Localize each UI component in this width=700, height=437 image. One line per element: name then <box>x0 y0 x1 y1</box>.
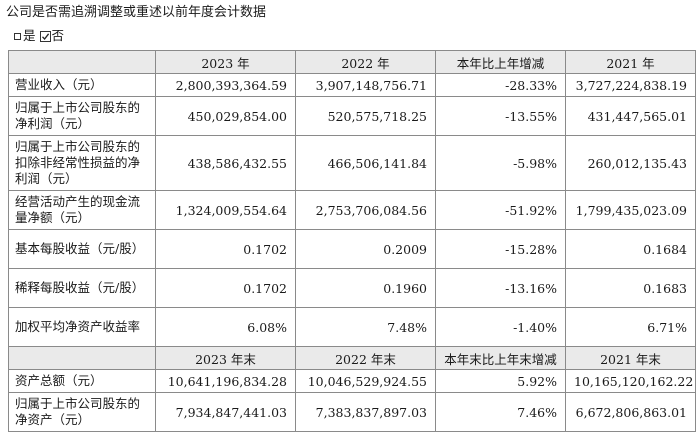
table-row: 归属于上市公司股东的净资产（元） 7,934,847,441.03 7,383,… <box>8 392 696 432</box>
table1-header-row: 2023 年 2022 年 本年比上年增减 2021 年 <box>8 50 696 74</box>
cell-value: 260,012,135.43 <box>565 135 696 191</box>
cell-value: 438,586,432.55 <box>155 135 296 191</box>
cell-value: 10,165,120,162.22 <box>565 369 696 393</box>
restatement-question: 公司是否需追溯调整或重述以前年度会计数据 <box>6 5 267 20</box>
cell-value: -28.33% <box>435 73 566 97</box>
cell-value: 0.1684 <box>565 229 696 269</box>
cell-value: 10,641,196,834.28 <box>155 369 296 393</box>
restatement-options: 是 否 <box>14 28 68 44</box>
cell-value: 466,506,141.84 <box>295 135 436 191</box>
row-label-net-profit: 归属于上市公司股东的净利润（元） <box>8 96 156 136</box>
table1-header-blank <box>8 50 156 74</box>
cell-value: 7.46% <box>435 392 566 432</box>
table1-header-2023: 2023 年 <box>155 50 296 74</box>
table-row: 经营活动产生的现金流量净额（元） 1,324,009,554.64 2,753,… <box>8 190 696 230</box>
table-row: 资产总额（元） 10,641,196,834.28 10,046,529,924… <box>8 369 696 393</box>
cell-value: 0.1702 <box>155 268 296 308</box>
table-row: 归属于上市公司股东的净利润（元） 450,029,854.00 520,575,… <box>8 96 696 136</box>
row-label-net-assets: 归属于上市公司股东的净资产（元） <box>8 392 156 432</box>
cell-value: 6,672,806,863.01 <box>565 392 696 432</box>
cell-value: 0.2009 <box>295 229 436 269</box>
cell-value: -15.28% <box>435 229 566 269</box>
cell-value: 6.08% <box>155 307 296 347</box>
table1-header-change: 本年比上年增减 <box>435 50 566 74</box>
cell-value: 10,046,529,924.55 <box>295 369 436 393</box>
table-row: 基本每股收益（元/股） 0.1702 0.2009 -15.28% 0.1684 <box>8 229 696 269</box>
cell-value: -51.92% <box>435 190 566 230</box>
cell-value: 450,029,854.00 <box>155 96 296 136</box>
table-row: 归属于上市公司股东的扣除非经常性损益的净利润（元） 438,586,432.55… <box>8 135 696 191</box>
row-label-revenue: 营业收入（元） <box>8 73 156 97</box>
cell-value: 1,799,435,023.09 <box>565 190 696 230</box>
accounting-data-table: 2023 年 2022 年 本年比上年增减 2021 年 营业收入（元） 2,8… <box>8 50 696 432</box>
row-label-operating-cash-flow: 经营活动产生的现金流量净额（元） <box>8 190 156 230</box>
cell-value: -5.98% <box>435 135 566 191</box>
table-row: 加权平均净资产收益率 6.08% 7.48% -1.40% 6.71% <box>8 307 696 347</box>
table2-header-blank <box>8 346 156 370</box>
table-row: 营业收入（元） 2,800,393,364.59 3,907,148,756.7… <box>8 73 696 97</box>
cell-value: 0.1683 <box>565 268 696 308</box>
cell-value: 3,907,148,756.71 <box>295 73 436 97</box>
cell-value: 7,934,847,441.03 <box>155 392 296 432</box>
row-label-weighted-roe: 加权平均净资产收益率 <box>8 307 156 347</box>
table2-header-2021-end: 2021 年末 <box>565 346 696 370</box>
cell-value: 2,800,393,364.59 <box>155 73 296 97</box>
cell-value: 7,383,837,897.03 <box>295 392 436 432</box>
table2-header-2022-end: 2022 年末 <box>295 346 436 370</box>
table2-header-change: 本年末比上年末增减 <box>435 346 566 370</box>
cell-value: 5.92% <box>435 369 566 393</box>
cell-value: -13.55% <box>435 96 566 136</box>
cell-value: 2,753,706,084.56 <box>295 190 436 230</box>
table1-header-2021: 2021 年 <box>565 50 696 74</box>
cell-value: 1,324,009,554.64 <box>155 190 296 230</box>
cell-value: -13.16% <box>435 268 566 308</box>
table-row: 稀释每股收益（元/股） 0.1702 0.1960 -13.16% 0.1683 <box>8 268 696 308</box>
cell-value: 7.48% <box>295 307 436 347</box>
yes-checkbox-empty <box>14 32 21 40</box>
option-yes-label: 是 <box>23 28 36 43</box>
table1-header-2022: 2022 年 <box>295 50 436 74</box>
row-label-basic-eps: 基本每股收益（元/股） <box>8 229 156 269</box>
row-label-diluted-eps: 稀释每股收益（元/股） <box>8 268 156 308</box>
table2-header-2023-end: 2023 年末 <box>155 346 296 370</box>
row-label-net-profit-excl-nonrecurring: 归属于上市公司股东的扣除非经常性损益的净利润（元） <box>8 135 156 191</box>
cell-value: 520,575,718.25 <box>295 96 436 136</box>
cell-value: 0.1960 <box>295 268 436 308</box>
no-checkbox-checked-icon <box>39 30 51 42</box>
row-label-total-assets: 资产总额（元） <box>8 369 156 393</box>
cell-value: 0.1702 <box>155 229 296 269</box>
cell-value: 431,447,565.01 <box>565 96 696 136</box>
cell-value: 6.71% <box>565 307 696 347</box>
table2-header-row: 2023 年末 2022 年末 本年末比上年末增减 2021 年末 <box>8 346 696 370</box>
option-no-label: 否 <box>51 28 65 43</box>
cell-value: -1.40% <box>435 307 566 347</box>
cell-value: 3,727,224,838.19 <box>565 73 696 97</box>
